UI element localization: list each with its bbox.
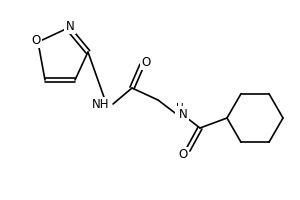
Text: O: O (141, 55, 151, 68)
Text: NH: NH (92, 98, 110, 112)
Text: N: N (178, 108, 188, 120)
Text: O: O (178, 148, 188, 162)
Text: H: H (176, 103, 184, 113)
Text: O: O (32, 33, 40, 46)
Text: N: N (66, 20, 74, 32)
